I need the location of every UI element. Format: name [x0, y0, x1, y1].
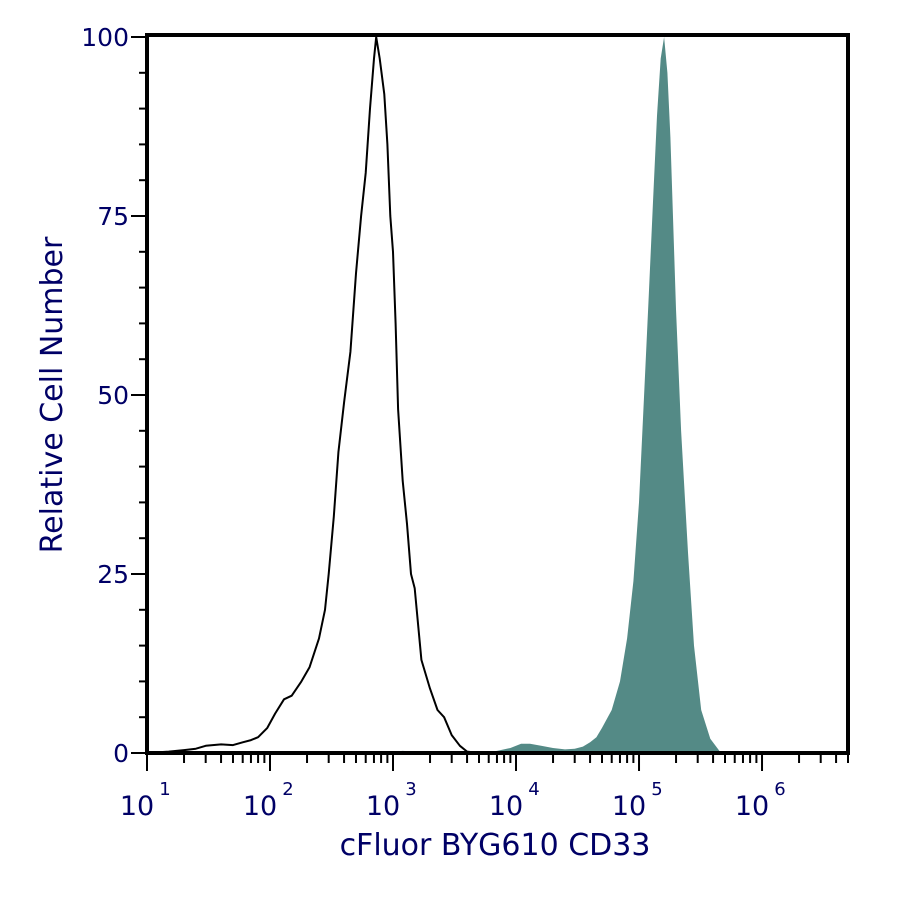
x-tick-label: 10: [120, 791, 154, 822]
x-tick-label: 10: [243, 791, 277, 822]
y-tick-label: 50: [97, 381, 129, 410]
x-tick-exponent: 2: [282, 779, 293, 800]
x-tick-exponent: 1: [159, 779, 170, 800]
x-tick-label: 10: [735, 791, 769, 822]
x-axis-title: cFluor BYG610 CD33: [340, 828, 651, 863]
plot-layer: [146, 36, 725, 754]
x-tick-label: 10: [366, 791, 400, 822]
y-tick-label: 25: [97, 560, 129, 589]
stained-histogram: [387, 37, 725, 753]
y-axis-title: Relative Cell Number: [35, 236, 70, 553]
y-tick-label: 100: [81, 23, 129, 52]
x-tick-exponent: 3: [405, 779, 416, 800]
plot-frame: [145, 33, 850, 755]
y-tick-label: 75: [97, 202, 129, 231]
x-tick-exponent: 4: [528, 779, 539, 800]
y-tick-label: 0: [113, 739, 129, 768]
x-tick-exponent: 6: [774, 779, 785, 800]
x-tick-label: 10: [612, 791, 646, 822]
x-tick-exponent: 5: [651, 779, 662, 800]
x-tick-label: 10: [489, 791, 523, 822]
control-histogram-line: [146, 36, 480, 754]
